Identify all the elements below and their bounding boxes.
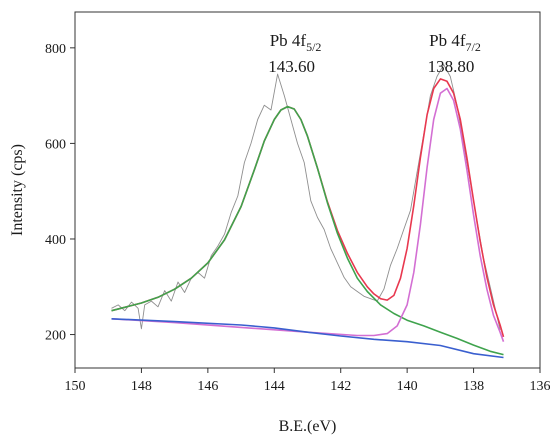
series-layer bbox=[111, 64, 505, 359]
x-tick-label: 150 bbox=[65, 379, 86, 394]
series-component-4f7/2 bbox=[111, 87, 505, 342]
x-tick-label: 140 bbox=[397, 379, 418, 394]
plot-frame bbox=[74, 11, 541, 369]
y-axis-label: Intensity (cps) bbox=[9, 144, 26, 236]
x-tick-label: 142 bbox=[330, 379, 351, 394]
x-tick-label: 148 bbox=[131, 379, 152, 394]
y-tick-label: 400 bbox=[45, 233, 66, 248]
pb-4f72-label: Pb 4f7/2 bbox=[429, 31, 481, 54]
annotation-layer: Pb 4f5/2 143.60 Pb 4f7/2 138.80 bbox=[268, 31, 481, 76]
y-tick-label: 800 bbox=[45, 42, 66, 57]
y-tick-label: 200 bbox=[45, 329, 66, 344]
x-tick-label: 144 bbox=[264, 379, 285, 394]
x-tick-label: 136 bbox=[530, 379, 550, 394]
pb-4f52-label: Pb 4f5/2 bbox=[270, 31, 322, 54]
series-envelope bbox=[111, 78, 505, 338]
x-tick-label: 146 bbox=[197, 379, 218, 394]
x-tick-label: 138 bbox=[463, 379, 484, 394]
series-component-4f5/2 bbox=[111, 105, 504, 356]
x-axis-label: B.E.(eV) bbox=[279, 418, 337, 435]
pb-4f72-value: 138.80 bbox=[428, 57, 475, 76]
series-raw bbox=[111, 64, 501, 330]
ticks-layer: 150 148 146 144 142 140 138 136 200 400 600 800 bbox=[45, 42, 550, 394]
series-background bbox=[111, 318, 504, 359]
pb-4f52-value: 143.60 bbox=[268, 57, 315, 76]
y-tick-label: 600 bbox=[45, 137, 66, 152]
